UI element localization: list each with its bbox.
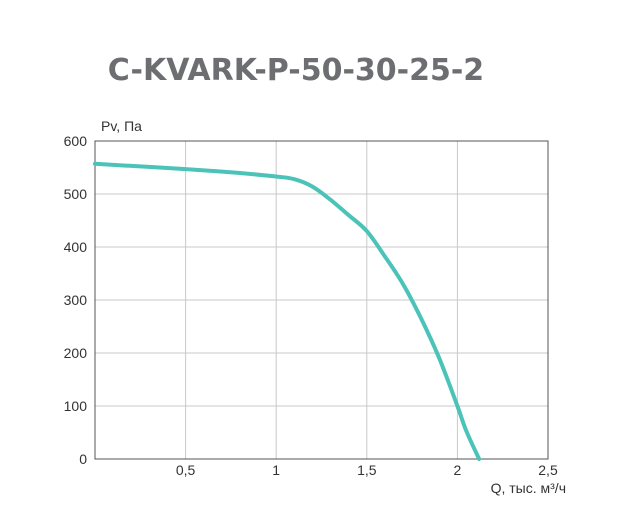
x-tick-label: 2 [454, 462, 462, 478]
x-axis-ticks: 0,5 1 1,5 2 2,5 [176, 462, 558, 478]
y-tick-label: 0 [79, 451, 87, 467]
series-lines [93, 161, 482, 461]
x-tick-label: 0,5 [176, 462, 196, 478]
x-tick-label: 1,5 [357, 462, 377, 478]
x-axis-label: Q, тыс. м³/ч [491, 480, 566, 496]
y-tick-label: 200 [64, 345, 88, 361]
y-tick-label: 600 [64, 133, 88, 149]
x-tick-label: 1 [272, 462, 280, 478]
plot-frame [94, 140, 549, 460]
grid-lines [95, 140, 549, 460]
y-tick-label: 300 [64, 292, 88, 308]
y-tick-label: 400 [64, 239, 88, 255]
y-axis-label: Pv, Па [101, 118, 142, 134]
x-tick-label: 2,5 [538, 462, 558, 478]
chart-title: C-KVARK-P-50-30-25-2 [108, 53, 484, 88]
series-line [93, 161, 482, 461]
y-tick-label: 500 [64, 186, 88, 202]
y-tick-label: 100 [64, 398, 88, 414]
y-axis-ticks: 0 100 200 300 400 500 600 [64, 133, 88, 467]
